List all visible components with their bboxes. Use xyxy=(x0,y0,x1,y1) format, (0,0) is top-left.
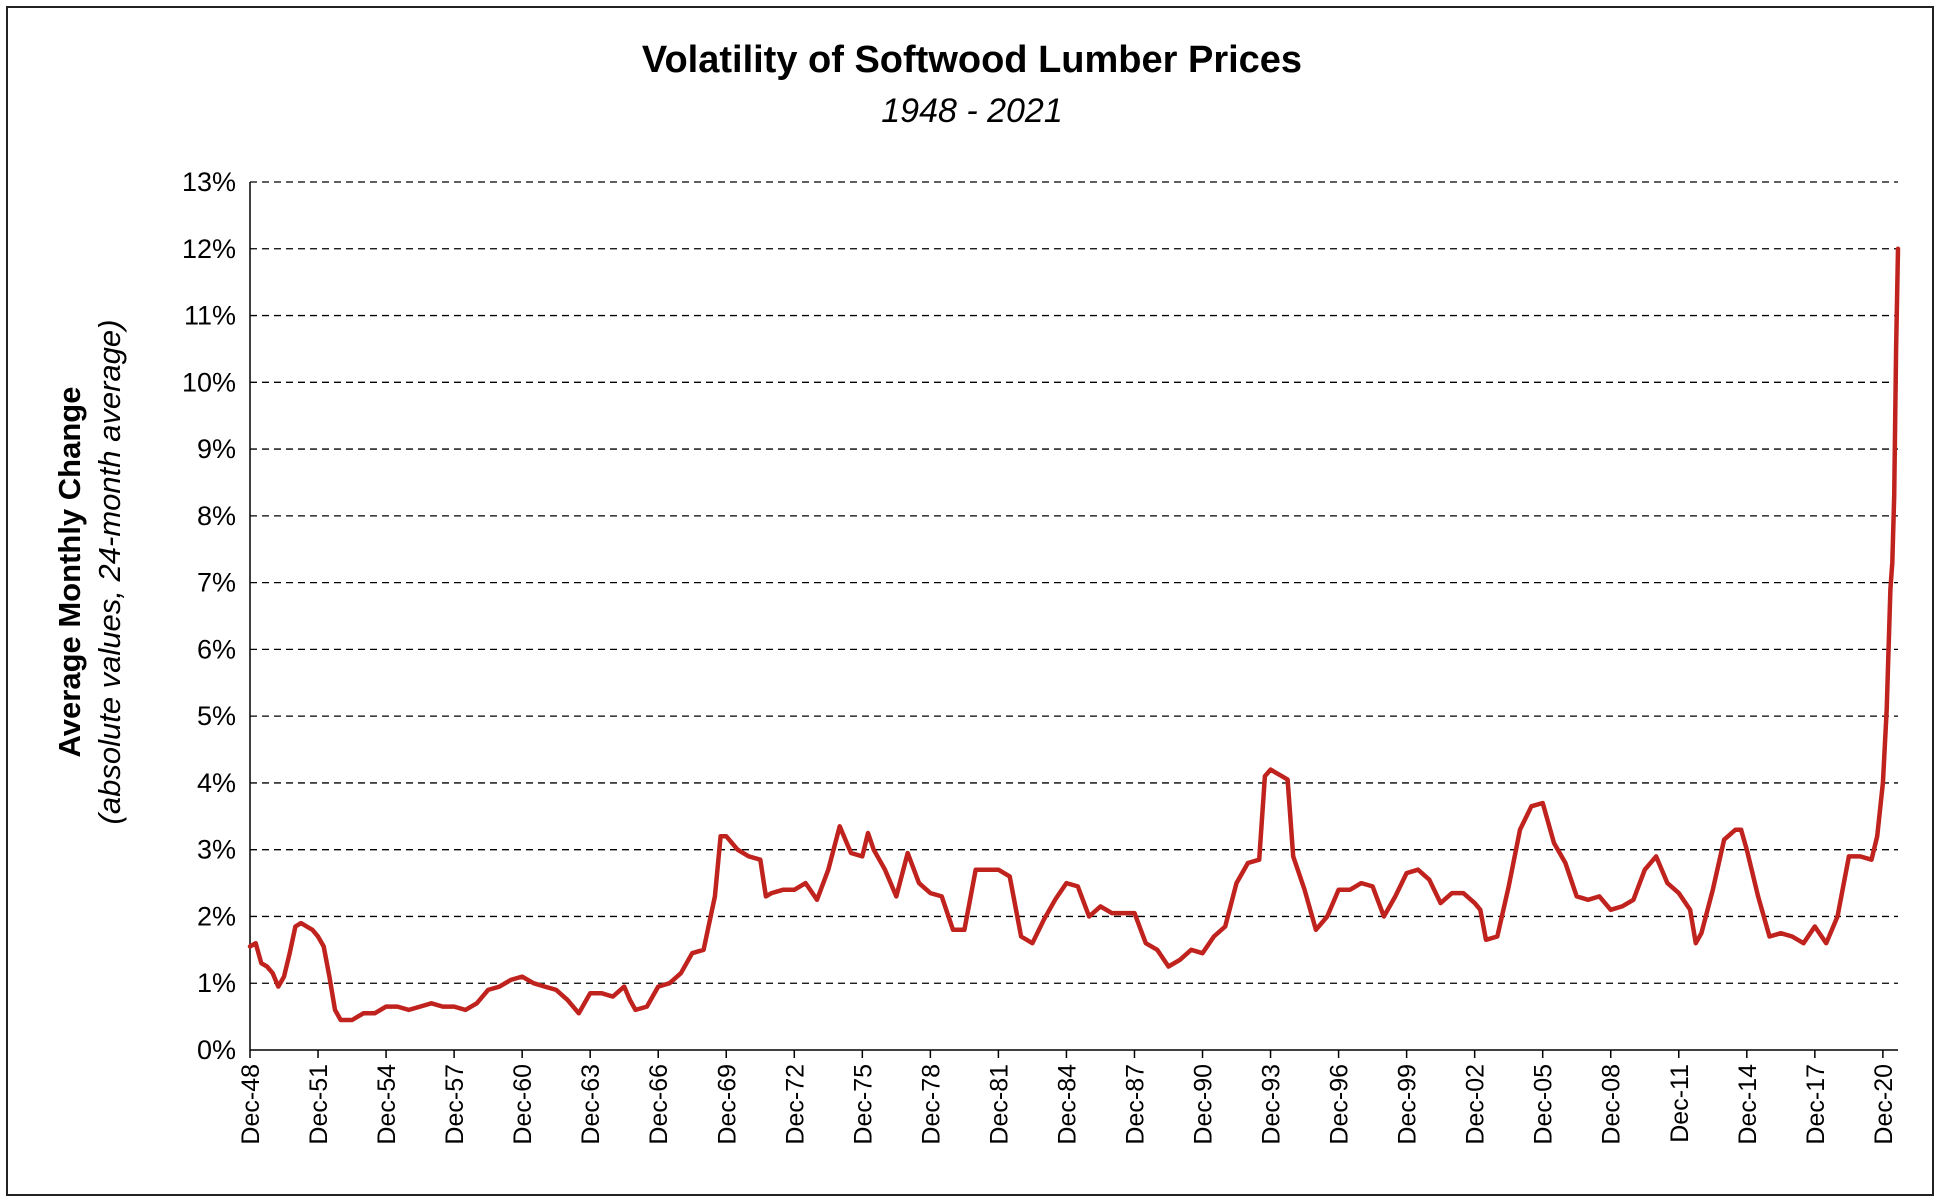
y-tick-label: 2% xyxy=(197,901,236,931)
x-tick-label: Dec-51 xyxy=(305,1064,333,1145)
x-tick-label: Dec-93 xyxy=(1258,1064,1286,1145)
x-tick-label: Dec-48 xyxy=(237,1064,265,1145)
x-tick-label: Dec-87 xyxy=(1121,1064,1149,1145)
x-tick-label: Dec-17 xyxy=(1802,1064,1830,1145)
y-tick-label: 11% xyxy=(184,301,236,331)
x-tick-label: Dec-75 xyxy=(849,1064,877,1145)
y-tick-label: 5% xyxy=(197,701,236,731)
y-tick-label: 12% xyxy=(182,234,236,264)
x-tick-label: Dec-54 xyxy=(373,1064,401,1145)
x-tick-label: Dec-20 xyxy=(1870,1064,1898,1145)
x-tick-label: Dec-72 xyxy=(781,1064,809,1145)
x-tick-label: Dec-57 xyxy=(441,1064,469,1145)
y-tick-label: 0% xyxy=(197,1035,236,1065)
y-tick-label: 10% xyxy=(182,367,236,397)
x-tick-label: Dec-60 xyxy=(509,1064,537,1145)
x-tick-label: Dec-78 xyxy=(917,1064,945,1145)
x-tick-label: Dec-08 xyxy=(1598,1064,1626,1145)
chart-title: Volatility of Softwood Lumber Prices xyxy=(642,39,1302,81)
y-tick-label: 1% xyxy=(197,968,236,998)
x-tick-labels: Dec-48 Dec-51 Dec-54 Dec-57 Dec-60 Dec-63 Dec-… xyxy=(237,1050,1898,1145)
x-tick-label: Dec-84 xyxy=(1053,1064,1081,1145)
y-tick-labels: 0% 1% 2% 3% 4% 5% 6% 7% 8% 9% 10% 11% 12% 13% xyxy=(182,167,236,1065)
gridlines xyxy=(250,181,1898,984)
y-tick-label: 8% xyxy=(197,501,236,531)
x-tick-label: Dec-96 xyxy=(1326,1064,1354,1145)
x-tick-label: Dec-81 xyxy=(985,1064,1013,1145)
x-tick-label: Dec-02 xyxy=(1462,1064,1490,1145)
y-tick-label: 4% xyxy=(197,768,236,798)
x-tick-label: Dec-14 xyxy=(1734,1064,1762,1145)
y-tick-label: 3% xyxy=(197,835,236,865)
x-tick-label: Dec-66 xyxy=(645,1064,673,1145)
y-tick-label: 6% xyxy=(197,634,236,664)
y-tick-label: 9% xyxy=(197,434,236,464)
y-tick-label: 13% xyxy=(182,167,236,197)
y-axis-sublabel: (absolute values, 24-month average) xyxy=(92,320,127,825)
x-tick-label: Dec-69 xyxy=(713,1064,741,1145)
x-tick-label: Dec-90 xyxy=(1190,1064,1218,1145)
x-tick-label: Dec-99 xyxy=(1394,1064,1422,1145)
chart-frame: Volatility of Softwood Lumber Prices 194… xyxy=(6,6,1934,1196)
series-line xyxy=(247,246,1901,1023)
chart-subtitle: 1948 - 2021 xyxy=(881,92,1063,130)
y-tick-label: 7% xyxy=(197,568,236,598)
x-tick-label: Dec-05 xyxy=(1530,1064,1558,1145)
y-axis-label: Average Monthly Change xyxy=(52,387,87,758)
x-tick-label: Dec-11 xyxy=(1666,1064,1694,1143)
x-tick-label: Dec-63 xyxy=(577,1064,605,1145)
line-chart: Volatility of Softwood Lumber Prices 194… xyxy=(52,39,1901,1145)
